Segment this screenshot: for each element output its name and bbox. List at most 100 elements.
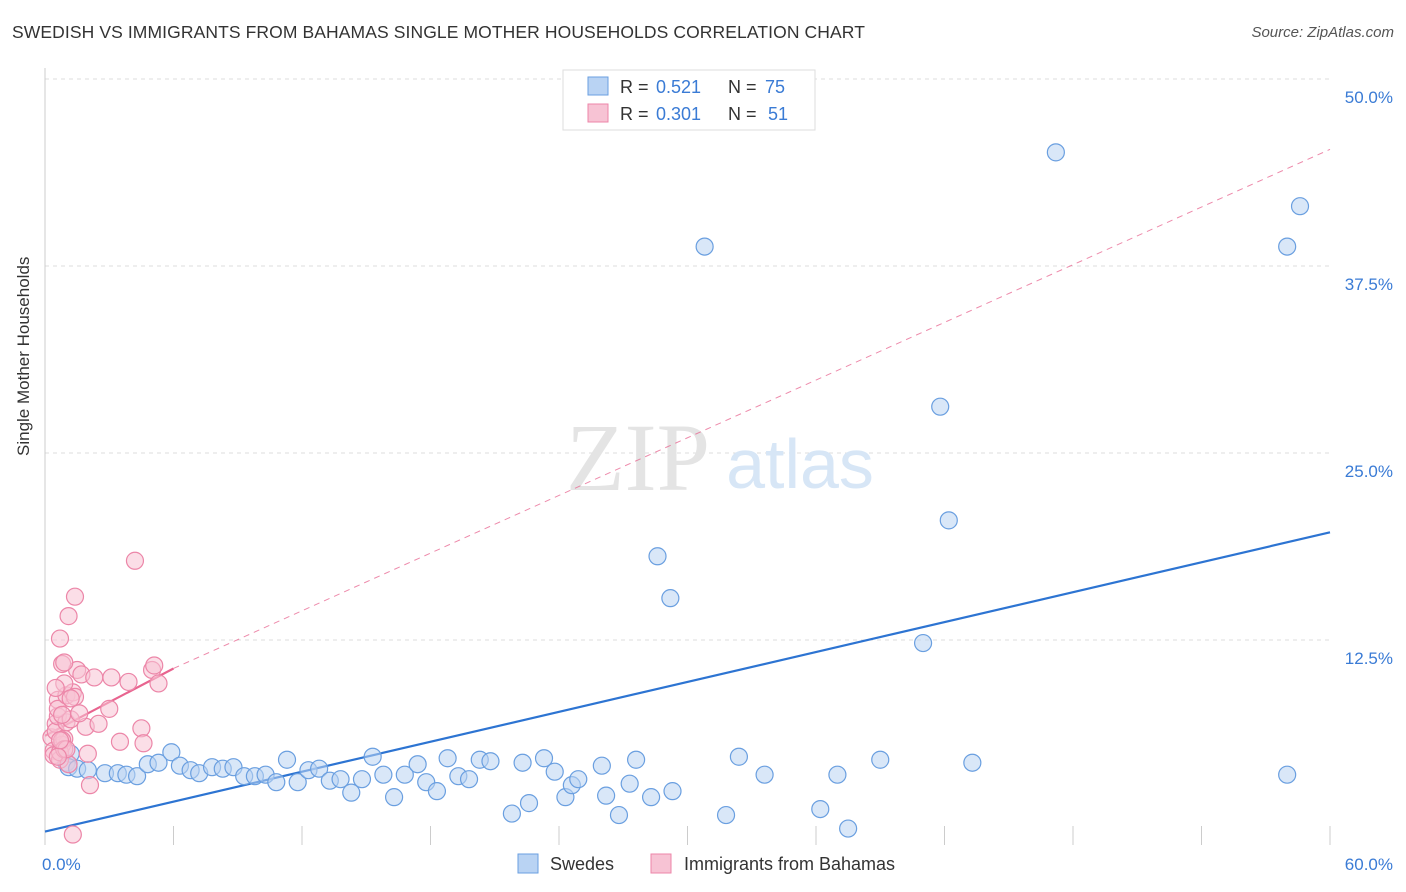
- y-tick-label: 12.5%: [1345, 649, 1393, 668]
- point-swedes: [1278, 765, 1297, 784]
- point-swedes: [963, 753, 982, 772]
- point-bahamas: [102, 668, 121, 687]
- point-bahamas: [89, 714, 108, 733]
- point-swedes: [939, 511, 958, 530]
- trend-line-bahamas-extended: [173, 148, 1331, 669]
- point-bahamas: [48, 747, 67, 766]
- point-swedes: [620, 774, 639, 793]
- point-swedes: [871, 750, 890, 769]
- point-bahamas: [61, 689, 80, 708]
- point-swedes: [519, 794, 539, 813]
- legend-n-label: N =: [728, 77, 757, 97]
- y-tick-label: 25.0%: [1345, 462, 1393, 481]
- point-swedes: [78, 761, 97, 780]
- x-tick-label: 60.0%: [1345, 855, 1393, 874]
- legend-swatch-bahamas: [587, 103, 609, 123]
- point-swedes: [839, 819, 858, 838]
- watermark-atlas: atlas: [726, 425, 874, 503]
- legend-r-label: R =: [620, 104, 649, 124]
- point-swedes: [127, 767, 147, 786]
- point-swedes: [729, 747, 749, 766]
- trend-line-swedes: [44, 531, 1331, 833]
- y-tick-label: 50.0%: [1345, 88, 1393, 107]
- point-swedes: [395, 765, 414, 784]
- point-swedes: [716, 805, 736, 825]
- point-swedes: [663, 782, 682, 801]
- point-swedes: [438, 749, 457, 768]
- point-bahamas: [50, 731, 70, 750]
- point-bahamas: [85, 668, 104, 687]
- axes: [44, 68, 1331, 845]
- point-bahamas: [53, 705, 72, 724]
- y-tick-label: 37.5%: [1345, 275, 1393, 294]
- point-swedes: [545, 762, 564, 781]
- point-swedes: [931, 397, 950, 416]
- data-points: [42, 143, 1310, 844]
- point-bahamas: [134, 734, 153, 753]
- point-swedes: [408, 755, 427, 774]
- point-swedes: [828, 765, 847, 784]
- point-swedes: [384, 788, 404, 807]
- legend-bottom-swatch-swedes: [517, 853, 539, 874]
- point-bahamas: [78, 744, 97, 763]
- point-swedes: [288, 773, 307, 792]
- point-swedes: [648, 547, 667, 566]
- chart-source: Source: ZipAtlas.com: [1251, 24, 1394, 41]
- watermark-zip: ZIP: [566, 404, 710, 511]
- point-swedes: [459, 770, 479, 789]
- legend-swatch-swedes: [587, 76, 609, 96]
- point-swedes: [427, 782, 447, 801]
- point-bahamas: [110, 732, 130, 751]
- legend-r-value: 0.301: [656, 104, 701, 124]
- legend-bottom-swatch-bahamas: [650, 853, 672, 874]
- legend-stats: R = 0.521 N = 75 R = 0.301 N = 51: [562, 69, 816, 131]
- point-swedes: [1046, 143, 1065, 162]
- point-swedes: [569, 770, 588, 789]
- legend-bottom-label-bahamas: Immigrants from Bahamas: [684, 854, 895, 874]
- legend-r-value: 0.521: [656, 77, 701, 97]
- legend-n-label: N =: [728, 104, 757, 124]
- point-swedes: [502, 804, 521, 823]
- point-swedes: [534, 749, 554, 768]
- point-swedes: [342, 783, 361, 802]
- point-swedes: [267, 773, 286, 792]
- point-swedes: [149, 753, 168, 772]
- point-bahamas: [119, 672, 138, 692]
- legend-bottom-label-swedes: Swedes: [550, 854, 614, 874]
- legend-n-value: 51: [768, 104, 788, 124]
- point-bahamas: [65, 587, 85, 606]
- point-swedes: [695, 237, 714, 256]
- point-bahamas: [55, 653, 74, 672]
- point-swedes: [1290, 197, 1310, 216]
- point-bahamas: [63, 825, 82, 844]
- x-tick-label: 0.0%: [42, 855, 81, 874]
- point-bahamas: [59, 607, 78, 626]
- point-bahamas: [70, 704, 89, 723]
- point-swedes: [481, 752, 500, 771]
- point-bahamas: [145, 656, 164, 675]
- point-swedes: [626, 750, 646, 769]
- point-bahamas: [80, 776, 100, 795]
- point-swedes: [811, 799, 830, 819]
- point-swedes: [661, 589, 680, 608]
- point-bahamas: [125, 551, 145, 570]
- point-swedes: [374, 765, 393, 784]
- legend-series: Swedes Immigrants from Bahamas: [517, 853, 895, 874]
- point-swedes: [755, 765, 774, 784]
- point-swedes: [597, 786, 616, 805]
- point-swedes: [609, 805, 629, 825]
- point-bahamas: [100, 699, 119, 718]
- point-swedes: [913, 633, 933, 653]
- tick-labels: 12.5% 25.0% 37.5% 50.0% 0.0% 60.0%: [42, 88, 1393, 874]
- legend-n-value: 75: [765, 77, 785, 97]
- point-bahamas: [46, 678, 65, 698]
- point-swedes: [363, 747, 382, 766]
- legend-r-label: R =: [620, 77, 649, 97]
- point-swedes: [162, 743, 181, 762]
- point-swedes: [352, 770, 372, 789]
- point-bahamas: [50, 629, 70, 648]
- point-swedes: [592, 756, 611, 775]
- point-swedes: [331, 770, 350, 789]
- gridlines: [45, 78, 1330, 641]
